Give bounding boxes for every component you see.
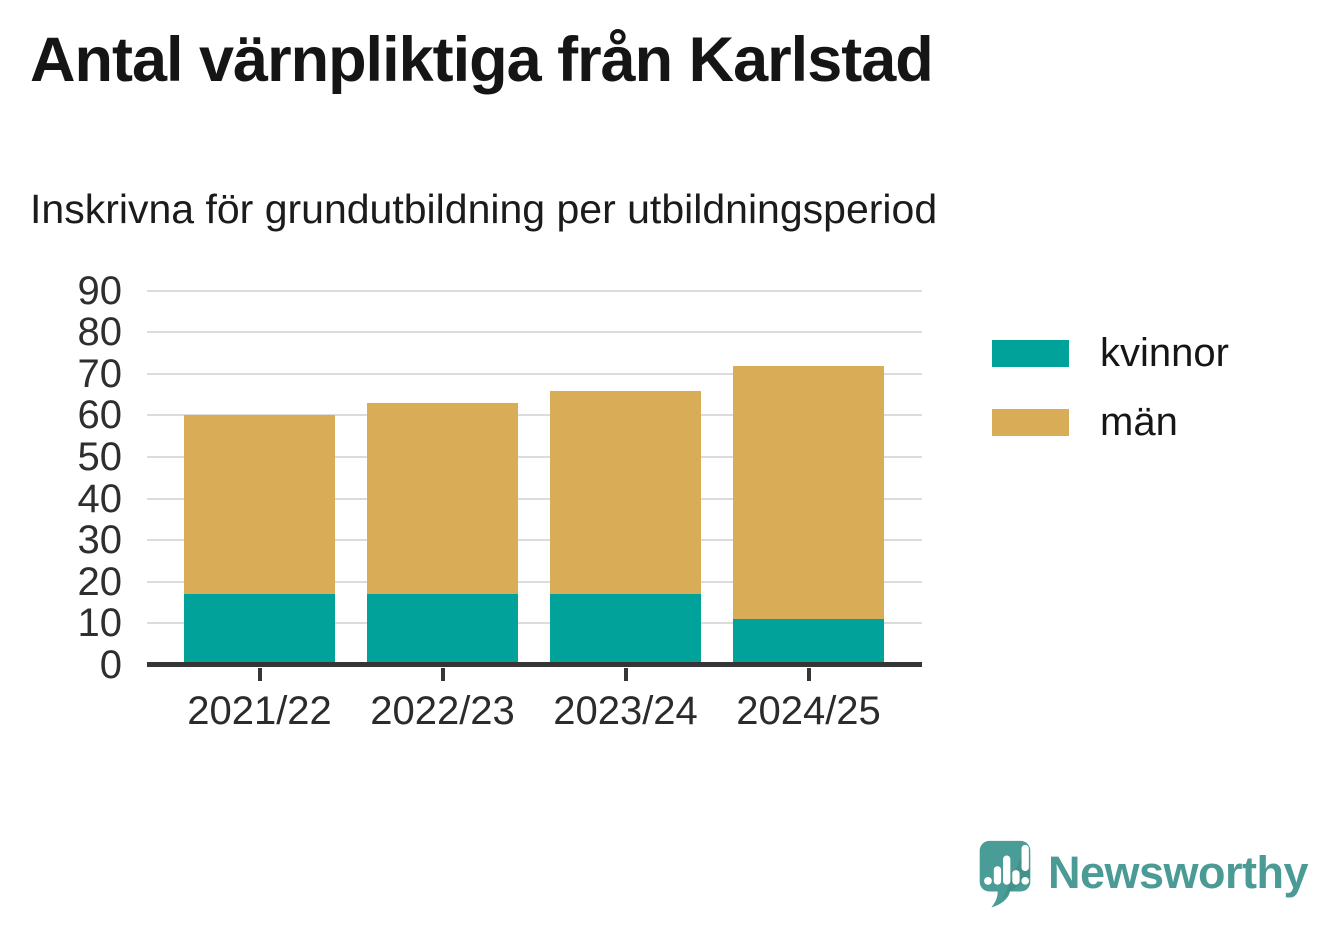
gridline-70 (147, 372, 922, 375)
bar-segment-män-2024/25 (733, 365, 884, 620)
plot-area: 0 10 20 30 40 50 60 70 80 90 2021/22 2022/23 2023/24… (78, 269, 922, 733)
gridline-60 (147, 414, 922, 417)
legend-item-man: män (992, 402, 1229, 442)
gridline-30 (147, 539, 922, 542)
gridline-90 (147, 289, 922, 292)
y-axis-label-80: 80 (77, 310, 123, 355)
bar-segment-män-2022/23 (367, 403, 518, 595)
newsworthy-logo-icon (979, 840, 1031, 908)
bar-segment-kvinnor-2024/25 (733, 619, 884, 665)
x-axis-label-2021/22: 2021/22 (187, 689, 332, 733)
legend-swatch-man (992, 408, 1069, 436)
gridline-80 (147, 331, 922, 334)
bar-segment-kvinnor-2021/22 (184, 594, 335, 665)
page-title: Antal värnpliktiga från Karlstad (30, 25, 934, 95)
bar-2022/23 (367, 277, 518, 665)
y-axis-label-70: 70 (77, 351, 123, 396)
x-axis-line (147, 662, 922, 667)
y-axis-label-20: 20 (77, 559, 123, 604)
legend: kvinnor män (992, 333, 1229, 471)
brand-name: Newsworthy (1048, 847, 1309, 898)
x-axis-label-2023/24: 2023/24 (553, 689, 698, 733)
bar-2024/25 (733, 277, 884, 665)
gridline-50 (147, 456, 922, 459)
x-axis-tick-2023/24 (623, 668, 628, 681)
legend-label-kvinnor: kvinnor (1100, 331, 1229, 375)
brand-footer: Newsworthy (976, 838, 1309, 912)
legend-label-man: män (1100, 400, 1178, 444)
legend-item-kvinnor: kvinnor (992, 333, 1229, 373)
x-axis-tick-2021/22 (257, 668, 262, 681)
x-axis-label-2022/23: 2022/23 (370, 689, 515, 733)
x-axis-tick-2022/23 (440, 668, 445, 681)
y-axis-label-40: 40 (77, 476, 123, 521)
bar-2021/22 (184, 277, 335, 665)
y-axis-label-90: 90 (77, 268, 123, 313)
y-axis-label-0: 0 (99, 643, 122, 687)
y-axis-label-30: 30 (77, 518, 123, 563)
legend-swatch-kvinnor (992, 339, 1069, 367)
gridline-20 (147, 580, 922, 583)
gridline-10 (147, 622, 922, 625)
bar-segment-män-2021/22 (184, 415, 335, 595)
y-axis-label-60: 60 (77, 393, 123, 438)
bar-segment-kvinnor-2022/23 (367, 594, 518, 665)
y-axis-label-50: 50 (77, 435, 123, 480)
bar-segment-kvinnor-2023/24 (550, 594, 701, 665)
x-axis-tick-2024/25 (806, 668, 811, 681)
x-axis-label-2024/25: 2024/25 (736, 689, 881, 733)
gridline-40 (147, 497, 922, 500)
y-axis-label-10: 10 (77, 601, 123, 646)
bar-2023/24 (550, 277, 701, 665)
page-subtitle: Inskrivna för grundutbildning per utbild… (30, 186, 938, 232)
bar-segment-män-2023/24 (550, 390, 701, 595)
